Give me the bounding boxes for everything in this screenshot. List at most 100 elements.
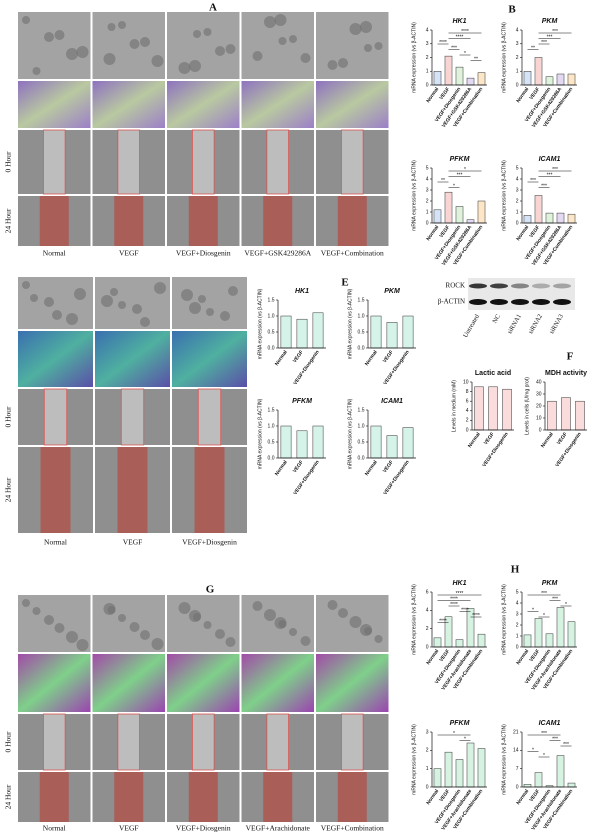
cell-cluster (360, 21, 372, 33)
y-tick-label: 2 (466, 418, 469, 424)
column-label: VEGF+Combination (321, 249, 384, 258)
cell-cluster (374, 42, 383, 50)
x-tick-label: VEGF (292, 349, 305, 364)
y-tick-label: 0 (426, 784, 429, 790)
significance-label: ** (441, 178, 445, 184)
micrograph (172, 277, 247, 329)
bar-chart: HK1 mRNA expression (vs β-ACTIN) 0 1 2 3 4 Norm… (411, 18, 487, 129)
bar (455, 639, 464, 648)
scratch-gap (191, 713, 215, 771)
bar (547, 400, 557, 431)
stain-image (167, 81, 240, 128)
cell-cluster (289, 628, 297, 636)
y-axis-label: mRNA expression (vs β-ACTIN) (501, 584, 507, 655)
y-axis-label: mRNA expression (vs β-ACTIN) (347, 398, 353, 469)
panel-letter: F (567, 351, 574, 363)
y-tick-label: 4 (426, 176, 429, 182)
y-tick-label: 1 (516, 69, 519, 75)
scratch-gap (340, 713, 364, 771)
band-label: β-ACTIN (438, 298, 465, 306)
migrated-area (263, 196, 293, 246)
column-label: Normal (43, 824, 66, 833)
y-tick-label: 1 (516, 209, 519, 215)
scratch-gap (43, 388, 68, 446)
bar-chart: PFKM mRNA expression (vs β-ACTIN) 0 1 2 3 4 5 No… (411, 156, 487, 267)
y-tick-label: 2 (516, 55, 519, 61)
y-tick-label: 20 (536, 403, 542, 409)
y-tick-label: 3 (516, 187, 519, 193)
stain-image (18, 81, 91, 128)
blot-band (469, 283, 487, 289)
migrated-area (117, 447, 148, 533)
cell-cluster (274, 14, 287, 26)
y-tick-label: 1.5 (268, 407, 275, 413)
panel-letter: H (511, 564, 520, 576)
cell-cluster (110, 288, 118, 296)
cell-cluster (140, 37, 150, 47)
significance-label: **** (472, 613, 480, 619)
stain-image (316, 654, 389, 712)
y-tick-label: 1.0 (268, 423, 275, 429)
cell-cluster (76, 46, 89, 58)
cell-cluster (203, 28, 212, 36)
cell-cluster (300, 53, 311, 63)
bar (466, 742, 475, 788)
chart-title: PFKM (450, 156, 470, 163)
panel-letter: G (206, 584, 215, 596)
bar (523, 634, 532, 648)
bar (296, 430, 308, 459)
cell-cluster (189, 302, 201, 314)
micrograph (18, 12, 91, 79)
y-tick-label: 0 (426, 644, 429, 650)
scratch-gap (191, 129, 215, 195)
y-tick-label: 0.0 (268, 455, 275, 461)
y-tick-label: 0.0 (358, 345, 365, 351)
migrated-area (263, 772, 293, 822)
x-tick-label: Normal (515, 86, 530, 104)
y-tick-label: 1 (426, 766, 429, 772)
bar (477, 200, 486, 224)
bar-chart: HK1 mRNA expression (vs β-ACTIN) 0.0 0.5 1.0… (257, 288, 326, 386)
cell-cluster (44, 297, 54, 307)
y-tick-label: 0 (426, 220, 429, 226)
bar (296, 318, 308, 349)
blot-band (511, 299, 529, 305)
cell-cluster (215, 46, 225, 56)
significance-label: *** (552, 596, 558, 602)
chart-title: PFKM (450, 720, 470, 727)
cell-cluster (54, 30, 65, 40)
cell-cluster (118, 301, 126, 309)
cell-cluster (32, 607, 41, 615)
migrated-area (337, 772, 367, 822)
cell-cluster (140, 317, 150, 327)
row-label: 24 Hour (4, 784, 13, 809)
cell-cluster (228, 286, 238, 296)
stain-image (241, 654, 314, 712)
significance-label: **** (450, 602, 458, 608)
bar (534, 772, 543, 788)
y-tick-label: 3 (516, 611, 519, 617)
significance-label: * (464, 736, 466, 742)
significance-label: *** (552, 29, 558, 35)
micrograph (18, 277, 93, 329)
significance-label: **** (456, 591, 464, 597)
bar (556, 607, 565, 648)
bar (545, 212, 554, 224)
y-tick-label: 0 (539, 427, 542, 433)
bar (402, 315, 414, 349)
bar (477, 633, 486, 648)
bar-chart: ICAM1 mRNA expression (vs β-ACTIN) 0.0 0.5 1… (347, 398, 416, 496)
bar (402, 427, 414, 459)
x-tick-label: Normal (274, 459, 289, 477)
y-tick-label: 8 (466, 389, 469, 395)
y-tick-label: 0.5 (268, 329, 275, 335)
x-tick-label: Normal (515, 224, 530, 242)
y-axis-label: Levels in cells (U/mg prot) (524, 377, 530, 435)
bar (545, 76, 554, 86)
cell-cluster (252, 51, 263, 61)
significance-label: *** (530, 178, 536, 184)
significance-label: *** (457, 172, 463, 178)
bar-chart: MDH activity Levels in cells (U/mg prot) 0… (524, 370, 587, 468)
bar-chart: PKM mRNA expression (vs β-ACTIN) 0.0 0.5 1.0… (347, 288, 416, 386)
row-label: 0 Hour (4, 731, 13, 753)
